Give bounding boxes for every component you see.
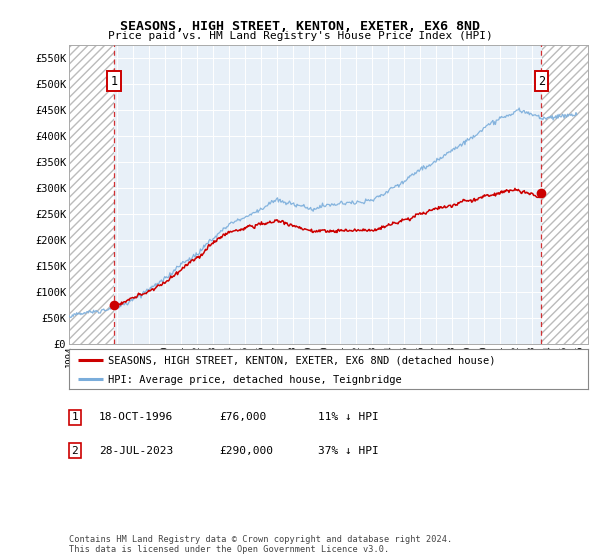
- Text: 2: 2: [538, 75, 545, 88]
- Text: 1: 1: [71, 412, 79, 422]
- Text: Price paid vs. HM Land Registry's House Price Index (HPI): Price paid vs. HM Land Registry's House …: [107, 31, 493, 41]
- Text: HPI: Average price, detached house, Teignbridge: HPI: Average price, detached house, Teig…: [108, 375, 401, 385]
- Text: 2: 2: [71, 446, 79, 456]
- Text: 1: 1: [110, 75, 117, 88]
- Text: 28-JUL-2023: 28-JUL-2023: [99, 446, 173, 456]
- Text: 37% ↓ HPI: 37% ↓ HPI: [318, 446, 379, 456]
- Text: 11% ↓ HPI: 11% ↓ HPI: [318, 412, 379, 422]
- Bar: [69, 45, 114, 344]
- Text: SEASONS, HIGH STREET, KENTON, EXETER, EX6 8ND: SEASONS, HIGH STREET, KENTON, EXETER, EX…: [120, 20, 480, 32]
- Text: 18-OCT-1996: 18-OCT-1996: [99, 412, 173, 422]
- Text: Contains HM Land Registry data © Crown copyright and database right 2024.
This d: Contains HM Land Registry data © Crown c…: [69, 535, 452, 554]
- Bar: [542, 45, 588, 344]
- Text: £76,000: £76,000: [219, 412, 266, 422]
- Text: £290,000: £290,000: [219, 446, 273, 456]
- Text: SEASONS, HIGH STREET, KENTON, EXETER, EX6 8ND (detached house): SEASONS, HIGH STREET, KENTON, EXETER, EX…: [108, 355, 496, 365]
